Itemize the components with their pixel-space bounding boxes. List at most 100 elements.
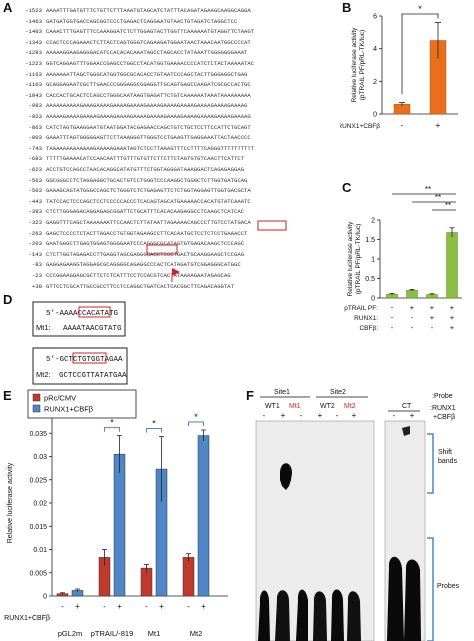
row-sign: + xyxy=(159,602,164,611)
sequence-row: -1403 CAAACTTTGAGTTTCCAAAGGATCTCTTGGAGTAC… xyxy=(12,25,254,38)
row-sign: + xyxy=(450,313,455,322)
row-label: RUNX1: xyxy=(354,315,378,322)
row-sign: + xyxy=(436,121,441,130)
legend-label: pRc/CMV xyxy=(44,394,76,403)
y-tick-label: 0 xyxy=(43,594,47,601)
bar xyxy=(140,567,153,597)
sequence-position: -1403 xyxy=(25,28,42,36)
sequence-position: -263 xyxy=(28,229,42,237)
row-sign: + xyxy=(410,303,415,312)
sequence-row: -503 GAAAGCAGTATGGGCCAGCTCTGGGTCTCTGAGAGT… xyxy=(12,184,251,197)
sequence-row: -1283 AAAAAGGAAGAGGGACATCCACACACAAATAGCCT… xyxy=(12,46,247,59)
sequence-row: -1043 CACCACTGCACTCCAGCCTGGGCAATAAGTGAGAT… xyxy=(12,89,251,102)
y-tick-label: 1 xyxy=(371,257,375,264)
gel-lane-sign: + xyxy=(318,411,323,420)
sequence-position: -443 xyxy=(28,197,42,205)
mt2-sequence: GCTCCGTTATATGAA xyxy=(59,372,127,380)
sequence-position: -1343 xyxy=(25,38,42,46)
sequence-position: +38 xyxy=(31,282,42,290)
sequence-text: CTCTTGGGAGACAGGAGAGCGGATTCTGCATTTCACACAA… xyxy=(46,208,245,216)
sequence-row: -203 GAATGGGCTTGAGTGGAGTGGGGAATCCCAGGGCGC… xyxy=(12,237,245,250)
sequence-position: -503 xyxy=(28,187,42,195)
sequence-position: -863 xyxy=(28,123,42,131)
sequence-position: -923 xyxy=(28,113,42,120)
shift-band xyxy=(280,463,292,490)
sequence-text: CATCTAGTGAAGGAATGTAATGGATACGAGAACCAGCTGT… xyxy=(46,123,251,131)
significance-mark: ** xyxy=(435,193,441,202)
panel-c-label: C xyxy=(342,180,352,195)
bar xyxy=(446,232,458,299)
sequence-position: -563 xyxy=(28,176,42,184)
runx-site-box-2 xyxy=(146,244,178,255)
gel-lane-sign: - xyxy=(263,411,266,420)
row-label: pTRAIL PF: xyxy=(344,305,378,312)
legend-swatch xyxy=(32,404,41,413)
row-label: CBFβ: xyxy=(359,325,378,332)
y-axis-label: Relative luciferase activity xyxy=(7,462,14,543)
sequence-row: +38 GTTCCTCGCATTGCCGCCTTCCTCCAGGCTGATCACT… xyxy=(12,280,234,293)
significance-mark: ** xyxy=(445,201,451,210)
category-label: Mt2 xyxy=(190,629,203,638)
y-tick-label: 6 xyxy=(373,14,377,21)
sequence-text: ACCTGTCCAGCCTAACACAGGCATATGTTTCTGGTAGGGA… xyxy=(46,166,245,173)
row-sign: - xyxy=(391,323,394,332)
legend-box xyxy=(27,389,137,419)
category-label: pTRAIL/-819 xyxy=(91,629,134,638)
probes-label: Probes xyxy=(437,583,460,590)
lane-wt1: WT1 xyxy=(265,403,280,410)
row-label: RUNX1+CBFβ xyxy=(340,123,380,130)
category-label: Mt1 xyxy=(148,629,161,638)
sequence-row: -23 CCCGGAAGGAGCGCTTCTCTCATTTCCTCCACGTCAC… xyxy=(12,269,231,282)
sequence-position: -23 xyxy=(31,272,42,279)
site2-label: Site2 xyxy=(330,389,346,396)
shift-label-2: bands xyxy=(438,458,458,465)
sequence-position: -1463 xyxy=(25,17,42,25)
significance-bracket xyxy=(401,13,439,95)
wt1-site-box xyxy=(78,306,111,318)
probe-band-2 xyxy=(275,590,290,641)
sequence-position: -1103 xyxy=(25,81,42,89)
sequence-text: GGCGGGCCTCTAGGAGGCTGCACTGTCCTGGGTCCCAAGG… xyxy=(46,176,248,184)
sequence-text: AAAAAGAAAAGAAAAGAAAAGAAAAGAAAAGAAAAGAAAA… xyxy=(46,113,251,120)
sequence-position: -683 xyxy=(28,155,42,163)
runx-row-label: :RUNX1 xyxy=(430,405,456,412)
lane-ct: CT xyxy=(402,403,412,410)
bar xyxy=(113,453,126,597)
probe-band-3 xyxy=(296,589,308,641)
y-axis-label: Relative luciferase activity(pTRAIL PF/p… xyxy=(347,221,362,297)
bar xyxy=(197,435,210,597)
probe-band-4 xyxy=(313,591,327,641)
sequence-row: -1523 AAAATTTGATGTTTCTGTTCTTTAAATGTAGCATC… xyxy=(12,4,251,17)
sequence-text: GAGGAGAAGGTAGGAGCGCAGGGGCAGAGGCCCACTCATA… xyxy=(46,261,241,269)
y-tick-label: 0.035 xyxy=(29,431,47,438)
sequence-position: -1283 xyxy=(25,49,42,57)
sequence-position: -803 xyxy=(28,134,42,142)
sequence-text: GAAAGCAGTATGGGCCAGCTCTGGGTCTCTGAGAGTTCTC… xyxy=(46,187,251,195)
tss-arrow-icon xyxy=(172,268,180,276)
gel-lane-sign: - xyxy=(336,411,339,420)
shift-bracket xyxy=(427,433,434,494)
mutation-sequences: 5'-AAAACCACATATG Mt1: AAAATAACGTATG 5'-G… xyxy=(32,301,128,385)
bar xyxy=(182,557,195,597)
sequence-text: GAGCTCCCCTCTACTTAGACCTGTGGTAGAAGCCTTCACA… xyxy=(46,229,248,237)
row-sign: + xyxy=(450,303,455,312)
panel-a-label: A xyxy=(3,0,13,15)
sequence-text: AAAAAAATTAGCTGGGCATGGTGGCGCACACCTGTAATCC… xyxy=(46,70,248,78)
sequence-text: AAAAAAAAAAGAAAGAAAAGAAAAGAAAAGAAAAGAAAAG… xyxy=(46,102,248,110)
y-tick-label: 0 xyxy=(371,296,375,303)
y-tick-label: 4 xyxy=(373,46,377,53)
sequence-row: -383 CTCTTGGGAGACAGGAGAGCGGATTCTGCATTTCAC… xyxy=(12,205,245,218)
sequence-text: CAAACTTTGAGTTTCCAAAGGATCTCTTGGAGTACTTGGT… xyxy=(46,28,255,36)
sequence-row: -143 CTCTTGGTAGAGACCTTGAGGTAGCGAGGGGAGCTC… xyxy=(12,248,245,261)
y-tick-label: 2 xyxy=(371,218,375,225)
gel-lane-sign: + xyxy=(410,411,415,420)
row-sign: - xyxy=(411,323,414,332)
sequence-row: -983 AAAAAAAAAAGAAAGAAAAGAAAAGAAAAGAAAAGA… xyxy=(12,99,248,112)
y-tick-label: 0.03 xyxy=(33,454,47,461)
sequence-row: -1103 GCAGGAGAATCGCTTGAACCCGGGAGGCGGAGGTT… xyxy=(12,78,251,91)
probe-band-6 xyxy=(347,591,361,641)
row-sign: + xyxy=(75,602,80,611)
y-tick-label: 0.025 xyxy=(29,477,47,484)
significance-mark: * xyxy=(418,4,422,14)
gel-lane-sign: + xyxy=(352,411,357,420)
